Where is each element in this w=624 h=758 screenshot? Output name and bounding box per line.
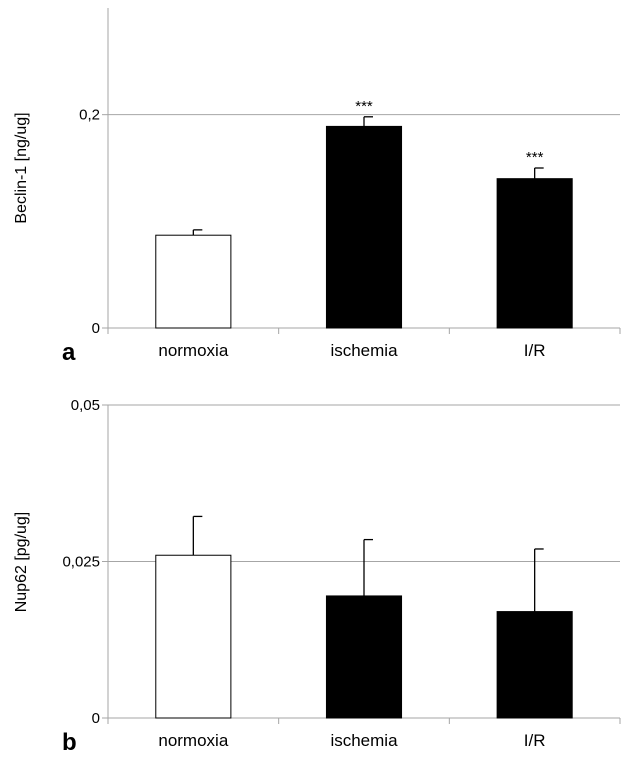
significance-label: *** [526,149,544,166]
x-category-label: ischemia [330,731,398,750]
bar-i-r [496,178,573,329]
y-tick-label: 0,025 [62,554,100,571]
bar-normoxia [155,234,232,329]
y-tick-label: 0 [92,710,100,727]
significance-label: *** [355,98,373,115]
bar-ischemia [325,125,403,329]
panel-label: b [62,729,77,756]
bar-ischemia [325,595,403,719]
y-tick-label: 0 [92,320,100,337]
x-category-label: normoxia [158,341,228,360]
chart-panel-a: 0 0,2 normoxia *** ischemia *** I/R Beclin-1 [n… [13,8,621,366]
x-category-label: normoxia [158,731,228,750]
x-category-label: ischemia [330,341,398,360]
y-axis-label: Nup62 [pg/ug] [13,512,30,613]
chart-panel-b: 0 0,025 0,05 normoxia ischemia I/R Nup62 [pg/u… [13,397,621,756]
y-tick-label: 0,2 [79,107,100,124]
y-tick-label: 0,05 [71,397,100,414]
x-category-label: I/R [524,341,546,360]
bar-normoxia [155,554,232,719]
x-category-label: I/R [524,731,546,750]
panel-label: a [62,339,76,366]
y-axis-label: Beclin-1 [ng/ug] [13,112,30,223]
bar-i-r [496,611,573,719]
